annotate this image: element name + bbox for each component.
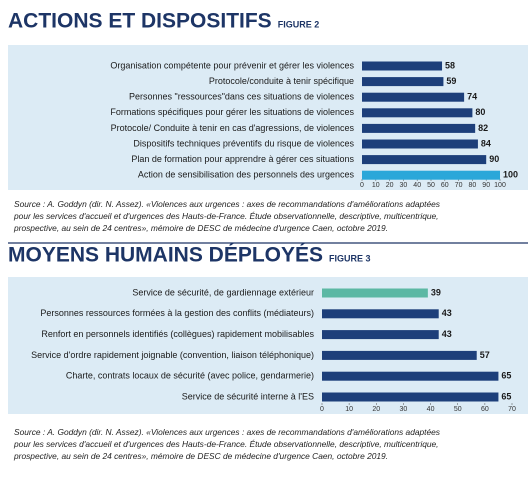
x-tick-label: 0 bbox=[320, 406, 324, 413]
bar bbox=[362, 108, 473, 118]
category-label: Plan de formation pour apprendre à gérer… bbox=[131, 154, 354, 164]
value-label: 82 bbox=[478, 123, 488, 133]
x-tick-label: 10 bbox=[372, 182, 380, 189]
category-label: Formations spécifiques pour gérer les si… bbox=[110, 107, 354, 117]
value-label: 80 bbox=[475, 107, 485, 117]
value-label: 43 bbox=[442, 308, 452, 318]
chart-title: MOYENS HUMAINS DÉPLOYÉS bbox=[8, 244, 323, 267]
value-label: 65 bbox=[501, 371, 511, 381]
x-tick-label: 20 bbox=[372, 406, 380, 413]
category-label: Protocole/ Conduite à tenir en cas d'agr… bbox=[111, 123, 355, 133]
value-label: 43 bbox=[442, 329, 452, 339]
value-label: 90 bbox=[489, 154, 499, 164]
x-tick-label: 80 bbox=[469, 182, 477, 189]
x-tick-label: 30 bbox=[400, 182, 408, 189]
category-label: Renfort en personnels identifiés (collèg… bbox=[41, 329, 314, 339]
bar bbox=[322, 309, 439, 319]
value-label: 65 bbox=[501, 391, 511, 401]
category-label: Action de sensibilisation des personnels… bbox=[138, 170, 355, 180]
bar bbox=[362, 61, 443, 71]
bar bbox=[322, 288, 428, 298]
x-tick-label: 20 bbox=[386, 182, 394, 189]
source-line: prospective, au sein de 24 centres», mém… bbox=[13, 451, 388, 461]
category-label: Personnes "ressources"dans ces situation… bbox=[129, 92, 355, 102]
x-tick-label: 40 bbox=[427, 406, 435, 413]
source-line: Source : A. Goddyn (dir. N. Assez). «Vio… bbox=[14, 199, 441, 209]
source-line: prospective, au sein de 24 centres», mém… bbox=[13, 223, 388, 233]
value-label: 58 bbox=[445, 60, 455, 70]
bar bbox=[322, 330, 439, 340]
x-tick-label: 70 bbox=[455, 182, 463, 189]
source-line: Source : A. Goddyn (dir. N. Assez). «Vio… bbox=[14, 427, 441, 437]
bar bbox=[362, 77, 444, 87]
bar bbox=[362, 170, 500, 180]
category-label: Charte, contrats locaux de sécurité (ave… bbox=[66, 371, 314, 381]
x-tick-label: 50 bbox=[454, 406, 462, 413]
x-tick-label: 40 bbox=[413, 182, 421, 189]
x-tick-label: 0 bbox=[360, 182, 364, 189]
chart-background bbox=[8, 277, 528, 414]
category-label: Service de sécurité interne à l'ES bbox=[182, 391, 314, 401]
x-tick-label: 60 bbox=[481, 406, 489, 413]
bar bbox=[322, 392, 499, 402]
bar bbox=[322, 350, 477, 360]
x-tick-label: 60 bbox=[441, 182, 449, 189]
x-tick-label: 10 bbox=[345, 406, 353, 413]
category-label: Protocole/conduite à tenir spécifique bbox=[209, 76, 354, 86]
x-tick-label: 90 bbox=[482, 182, 490, 189]
value-label: 57 bbox=[480, 350, 490, 360]
value-label: 74 bbox=[467, 92, 477, 102]
bar bbox=[362, 92, 465, 102]
category-label: Service de sécurité, de gardiennage exté… bbox=[132, 287, 314, 297]
x-tick-label: 70 bbox=[508, 406, 516, 413]
category-label: Organisation compétente pour prévenir et… bbox=[110, 60, 354, 70]
value-label: 59 bbox=[446, 76, 456, 86]
x-tick-label: 30 bbox=[400, 406, 408, 413]
source-line: pour les services d'accueil et d'urgence… bbox=[13, 211, 439, 221]
chart-title: ACTIONS ET DISPOSITIFS bbox=[8, 10, 272, 33]
x-tick-label: 100 bbox=[494, 182, 506, 189]
category-label: Dispositifs techniques préventifs du ris… bbox=[133, 138, 354, 148]
figure-label: FIGURE 2 bbox=[278, 19, 320, 29]
bar bbox=[322, 371, 499, 381]
bar bbox=[362, 139, 478, 149]
category-label: Service d'ordre rapidement joignable (co… bbox=[31, 350, 314, 360]
bar bbox=[362, 155, 487, 165]
category-label: Personnes ressources formées à la gestio… bbox=[40, 308, 314, 318]
source-line: pour les services d'accueil et d'urgence… bbox=[13, 439, 439, 449]
value-label: 84 bbox=[481, 138, 491, 148]
figure-label: FIGURE 3 bbox=[329, 253, 371, 263]
x-tick-label: 50 bbox=[427, 182, 435, 189]
value-label: 39 bbox=[431, 287, 441, 297]
value-label: 100 bbox=[503, 170, 518, 180]
bar bbox=[362, 123, 476, 133]
